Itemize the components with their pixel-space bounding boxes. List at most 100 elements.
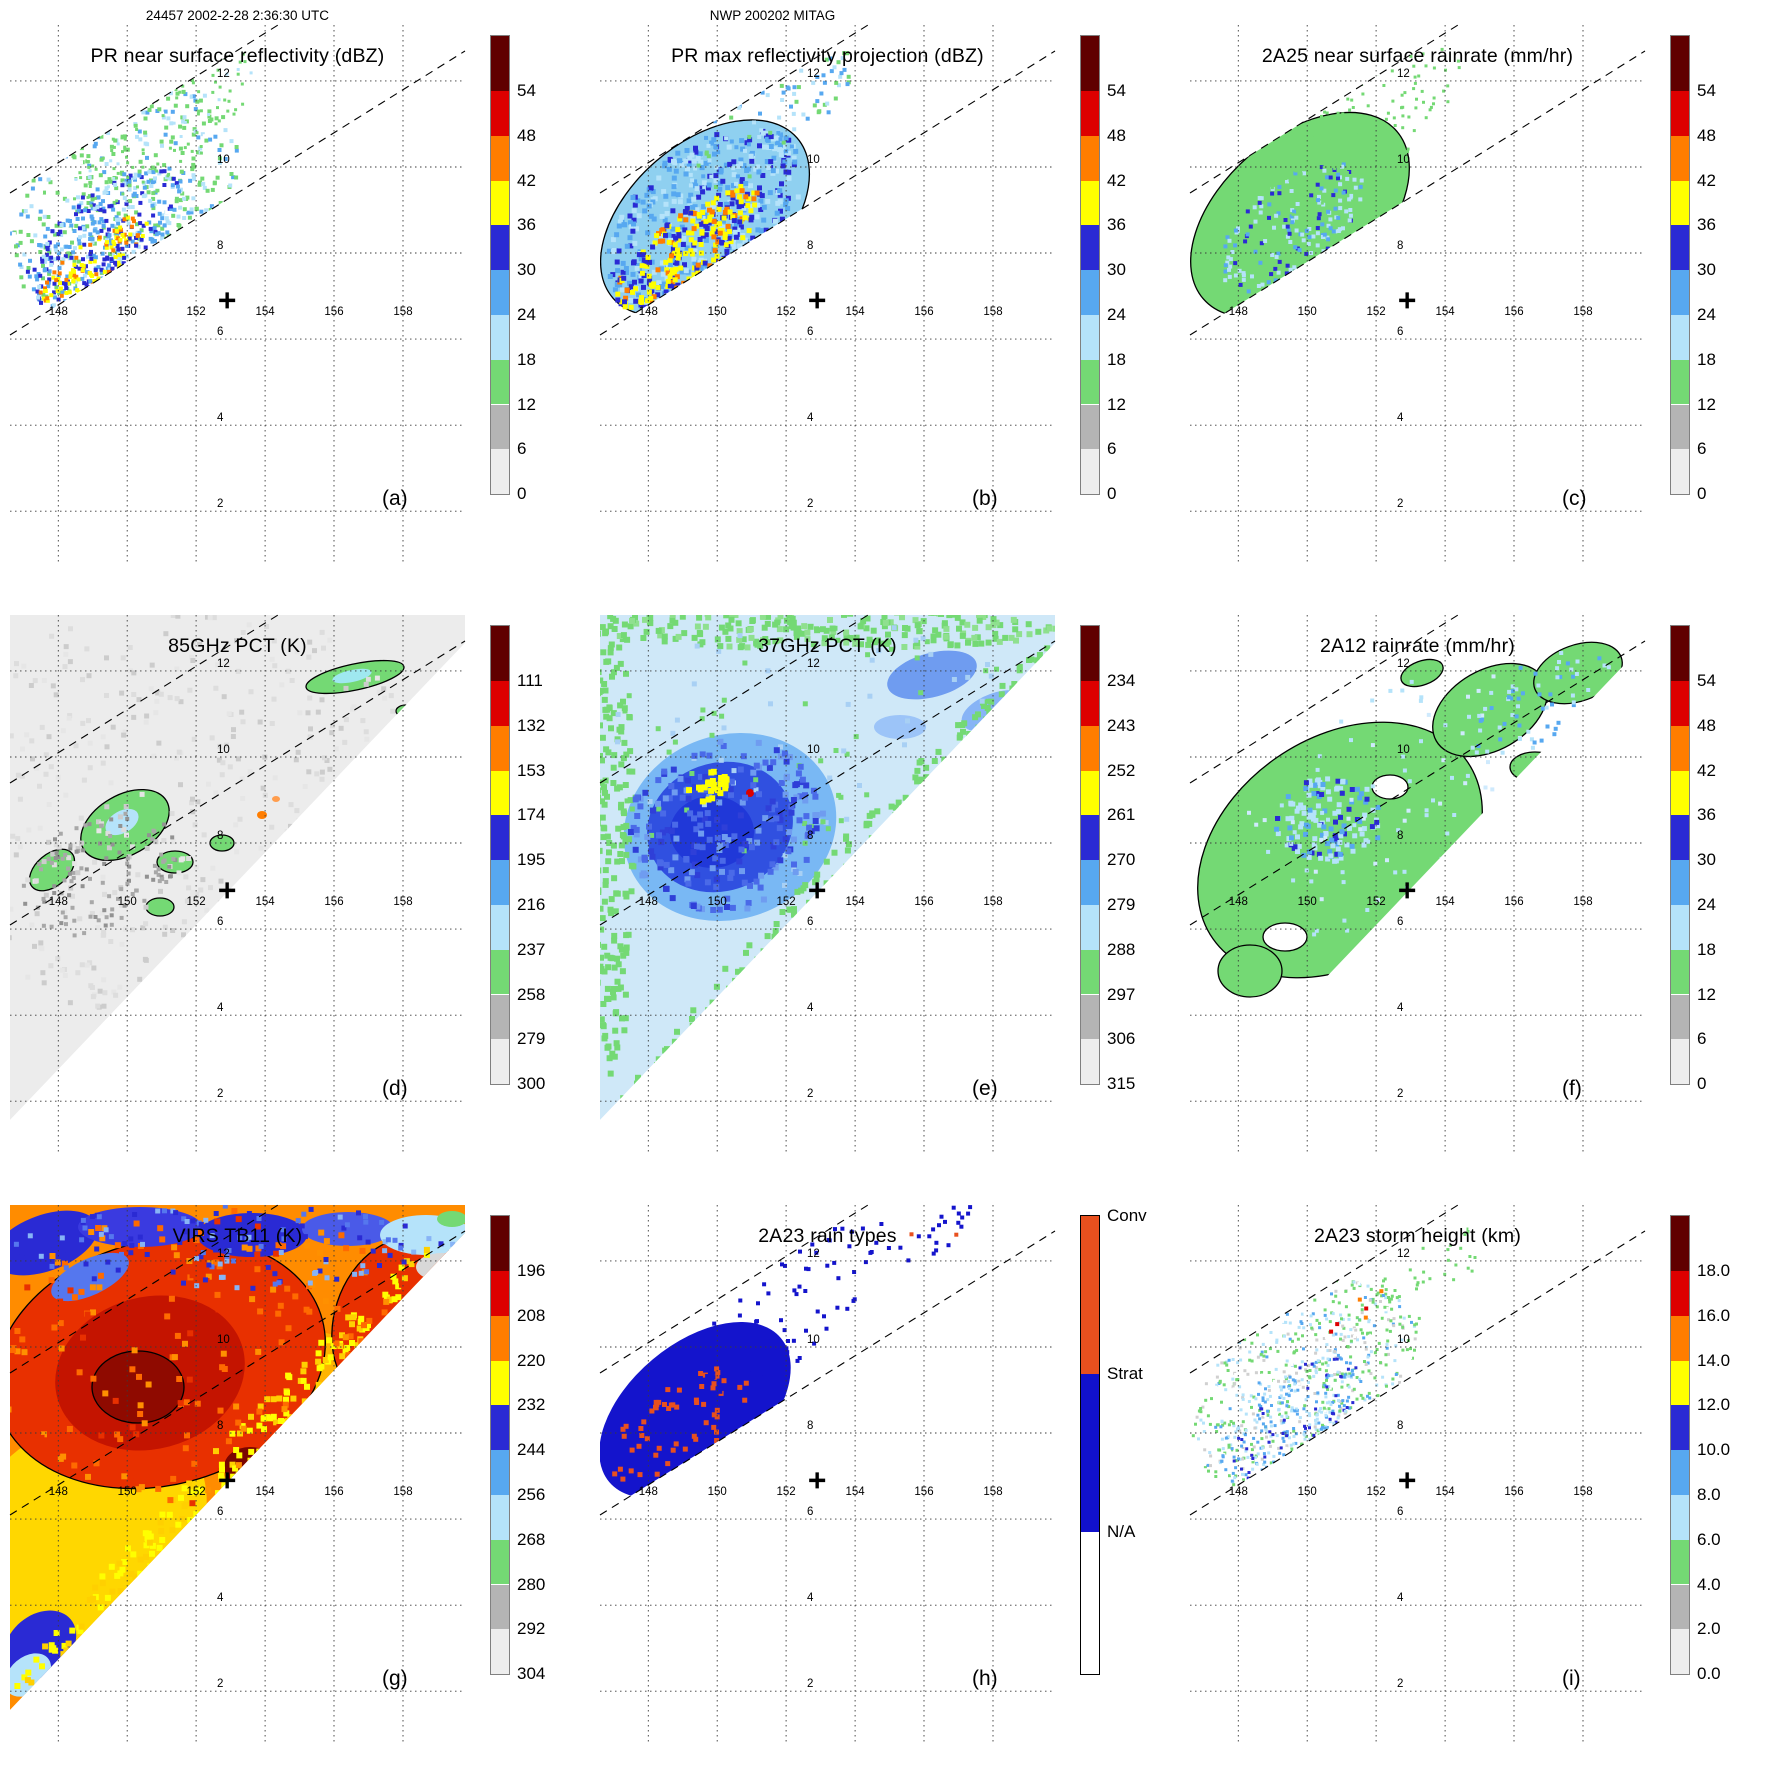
colorbar-label: 8.0 (1697, 1485, 1721, 1505)
colorbar-segment (1671, 1216, 1689, 1271)
lon-tick-label: 156 (914, 306, 933, 318)
lon-tick-label: 154 (846, 1486, 866, 1498)
colorbar-label: 195 (517, 850, 545, 870)
colorbar-label: 30 (517, 260, 536, 280)
lon-tick-label: 148 (639, 306, 658, 318)
lon-tick-label: 148 (49, 1486, 68, 1498)
colorbar-segment (1081, 905, 1099, 950)
colorbar-label: 256 (517, 1485, 545, 1505)
grid-lines (1190, 25, 1645, 565)
lon-tick-label: 152 (777, 896, 796, 908)
colorbar-segment (1081, 181, 1099, 226)
colorbar-segment (1671, 1540, 1689, 1585)
colorbar-segment (1081, 860, 1099, 905)
lat-tick-label: 4 (1397, 412, 1404, 424)
colorbar-label: 54 (1697, 81, 1716, 101)
colorbar-segment (1081, 315, 1099, 360)
lon-tick-label: 150 (1298, 896, 1317, 908)
lat-tick-label: 4 (217, 1002, 224, 1014)
colorbar-label: 36 (1107, 215, 1126, 235)
colorbar-label: 42 (1697, 761, 1716, 781)
colorbar-segment (1671, 405, 1689, 450)
storm-name-header: NWP 200202 MITAG (545, 8, 1000, 23)
data-field (10, 53, 253, 310)
colorbar-label: 6 (1697, 439, 1706, 459)
colorbar-segment (491, 270, 509, 315)
lon-tick-label: 150 (708, 896, 727, 908)
lat-tick-label: 4 (217, 1592, 224, 1604)
colorbar-label: 279 (517, 1029, 545, 1049)
lat-tick-label: 6 (807, 916, 813, 928)
lat-tick-label: 12 (1397, 1248, 1410, 1260)
colorbar-segment (1671, 449, 1689, 494)
lat-tick-label: 8 (217, 240, 223, 252)
colorbar-segment (1671, 225, 1689, 270)
lon-tick-label: 150 (118, 1486, 137, 1498)
colorbar-label: 0.0 (1697, 1664, 1721, 1684)
speckle-cluster (10, 89, 239, 310)
colorbar-label: 30 (1697, 260, 1716, 280)
lon-tick-label: 156 (914, 1486, 933, 1498)
colorbar-label: 12 (1107, 395, 1126, 415)
lat-tick-label: 8 (1397, 830, 1403, 842)
colorbar-label: 268 (517, 1530, 545, 1550)
colorbar-segment (1671, 1585, 1689, 1630)
data-field (0, 1198, 494, 1710)
lon-tick-label: 156 (1504, 306, 1523, 318)
colorbar-label: 111 (517, 671, 543, 691)
colorbar-segment (491, 1495, 509, 1540)
colorbar-label: 14.0 (1697, 1351, 1730, 1371)
colorbar-segment (491, 995, 509, 1040)
colorbar-label: 10.0 (1697, 1440, 1730, 1460)
colorbar-segment (1671, 360, 1689, 405)
lat-tick-label: 2 (807, 498, 813, 510)
colorbar-segment (491, 1450, 509, 1495)
field-blob (1263, 923, 1307, 951)
colorbar-segment (491, 1316, 509, 1361)
lon-tick-label: 152 (187, 306, 206, 318)
lon-tick-label: 148 (1229, 306, 1248, 318)
lat-tick-label: 10 (217, 154, 230, 166)
field-blob (1372, 775, 1408, 799)
lat-tick-label: 12 (807, 68, 820, 80)
lon-tick-label: 148 (639, 1486, 658, 1498)
colorbar-segment (1671, 181, 1689, 226)
colorbar-label: 6.0 (1697, 1530, 1721, 1550)
panel-i-title: 2A23 storm height (km) (1190, 1225, 1645, 1248)
panel-c-title: 2A25 near surface rainrate (mm/hr) (1190, 45, 1645, 68)
lon-tick-label: 158 (983, 306, 1002, 318)
colorbar-segment (491, 405, 509, 450)
colorbar-label: 0 (1697, 484, 1706, 504)
colorbar-segment (1671, 1629, 1689, 1674)
colorbar-label: 16.0 (1697, 1306, 1730, 1326)
lat-tick-label: 2 (1397, 1088, 1403, 1100)
lat-tick-label: 8 (1397, 240, 1403, 252)
colorbar-label: 18 (1697, 940, 1716, 960)
panel-i-letter: (i) (1562, 1667, 1581, 1691)
colorbar-segment (491, 626, 509, 681)
lat-tick-label: 4 (807, 412, 814, 424)
colorbar-segment (1671, 681, 1689, 726)
lon-tick-label: 158 (983, 1486, 1002, 1498)
data-field (1149, 631, 1642, 1031)
lat-tick-label: 12 (217, 1248, 230, 1260)
colorbar-label: 42 (1107, 171, 1126, 191)
colorbar-label: 48 (1107, 126, 1126, 146)
panel-f-title: 2A12 rainrate (mm/hr) (1190, 635, 1645, 658)
colorbar-label: 36 (517, 215, 536, 235)
colorbar-segment (491, 1271, 509, 1316)
lon-tick-label: 152 (1367, 306, 1386, 318)
lon-tick-label: 154 (846, 306, 866, 318)
lon-tick-label: 156 (324, 1486, 343, 1498)
colorbar-segment (1671, 1405, 1689, 1450)
colorbar-label: 315 (1107, 1074, 1135, 1094)
colorbar-segment (1081, 626, 1099, 681)
panel-b-title: PR max reflectivity projection (dBZ) (600, 45, 1055, 68)
